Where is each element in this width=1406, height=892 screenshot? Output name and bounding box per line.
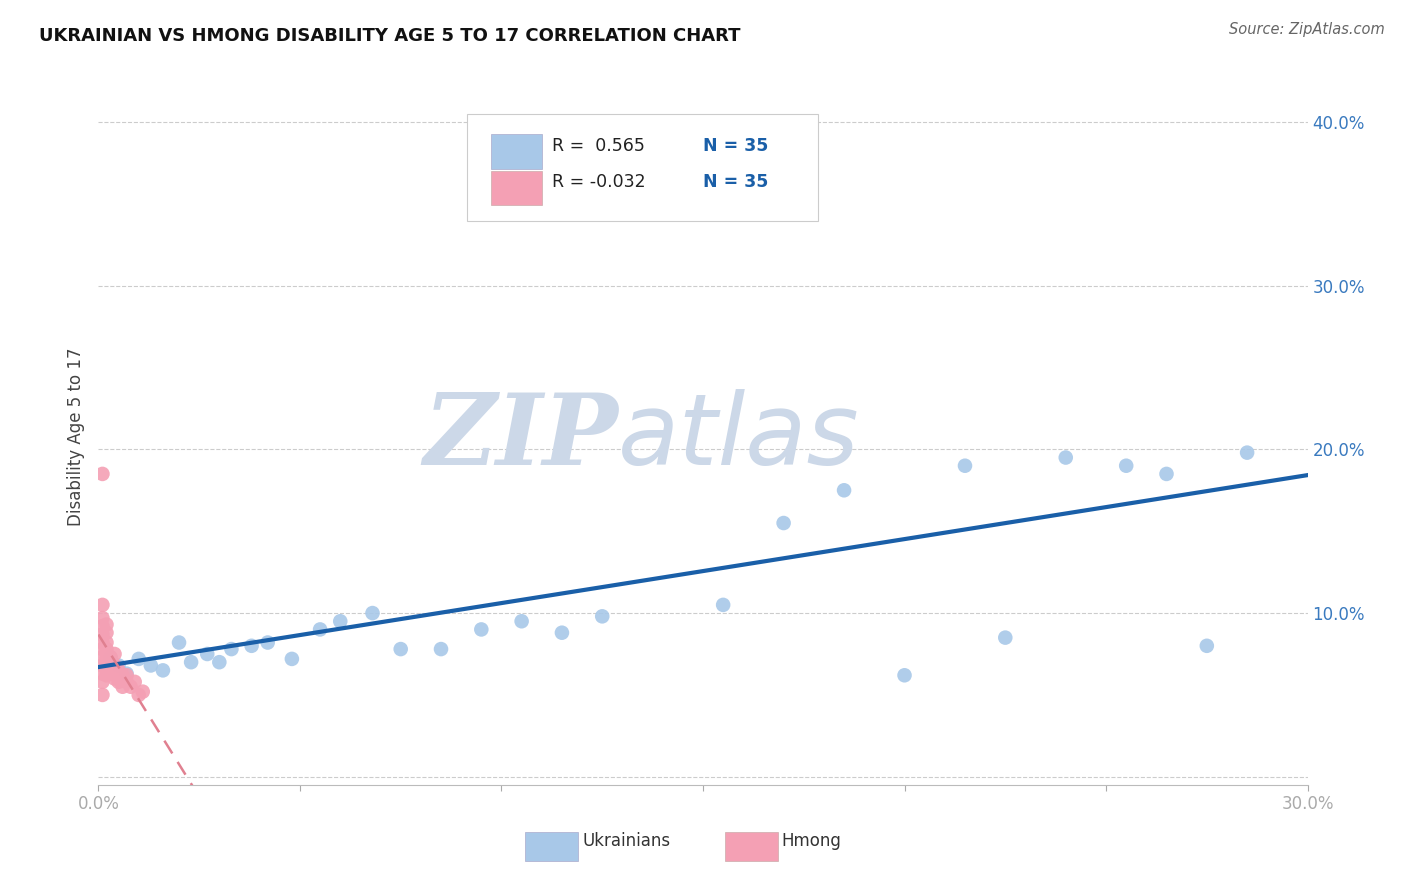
Text: UKRAINIAN VS HMONG DISABILITY AGE 5 TO 17 CORRELATION CHART: UKRAINIAN VS HMONG DISABILITY AGE 5 TO 1… xyxy=(39,27,741,45)
Point xyxy=(1156,467,1178,481)
Point xyxy=(96,660,118,674)
Point xyxy=(128,652,150,666)
Point xyxy=(470,623,492,637)
Point xyxy=(551,625,574,640)
Point xyxy=(329,614,352,628)
Point xyxy=(240,639,263,653)
FancyBboxPatch shape xyxy=(492,171,543,205)
Point xyxy=(994,631,1017,645)
Point xyxy=(221,642,243,657)
Text: ZIP: ZIP xyxy=(423,389,619,485)
Point xyxy=(91,635,114,649)
Point xyxy=(139,658,162,673)
Point xyxy=(115,666,138,681)
Point xyxy=(100,658,122,673)
Point xyxy=(91,688,114,702)
FancyBboxPatch shape xyxy=(467,113,818,221)
Point xyxy=(91,467,114,481)
Point xyxy=(96,668,118,682)
Point xyxy=(91,666,114,681)
Point xyxy=(510,614,533,628)
Point xyxy=(651,205,673,219)
Text: Source: ZipAtlas.com: Source: ZipAtlas.com xyxy=(1229,22,1385,37)
Point xyxy=(1236,445,1258,459)
Point xyxy=(361,606,384,620)
Point xyxy=(91,642,114,657)
Point xyxy=(103,647,125,661)
Point xyxy=(132,684,155,698)
Text: R = -0.032: R = -0.032 xyxy=(551,173,645,191)
FancyBboxPatch shape xyxy=(492,135,543,169)
Point xyxy=(96,642,118,657)
Point xyxy=(124,674,146,689)
Point xyxy=(893,668,915,682)
Text: N = 35: N = 35 xyxy=(703,173,768,191)
Point xyxy=(953,458,976,473)
Point xyxy=(96,652,118,666)
Point xyxy=(91,611,114,625)
Text: R =  0.565: R = 0.565 xyxy=(551,136,645,154)
Point xyxy=(115,674,138,689)
Point xyxy=(103,672,125,686)
Point xyxy=(107,674,129,689)
Point xyxy=(711,598,734,612)
Point xyxy=(100,666,122,681)
Point xyxy=(96,617,118,632)
Point xyxy=(100,650,122,665)
Point xyxy=(195,647,218,661)
Point xyxy=(111,668,134,682)
Point xyxy=(96,635,118,649)
Point xyxy=(128,688,150,702)
Point xyxy=(591,609,613,624)
Point xyxy=(1054,450,1077,465)
Point xyxy=(430,642,453,657)
Point xyxy=(111,680,134,694)
Point xyxy=(389,642,412,657)
Point xyxy=(167,635,190,649)
Point xyxy=(152,664,174,678)
Point xyxy=(180,655,202,669)
Point xyxy=(91,598,114,612)
Point xyxy=(309,623,332,637)
Point xyxy=(103,658,125,673)
FancyBboxPatch shape xyxy=(526,831,578,861)
Point xyxy=(100,650,122,665)
Point xyxy=(256,635,278,649)
Point xyxy=(208,655,231,669)
Point xyxy=(281,652,304,666)
Text: N = 35: N = 35 xyxy=(703,136,768,154)
Point xyxy=(91,658,114,673)
Point xyxy=(115,668,138,682)
Point xyxy=(91,619,114,633)
Point xyxy=(1115,458,1137,473)
Point xyxy=(91,650,114,665)
Text: Hmong: Hmong xyxy=(782,831,841,849)
Point xyxy=(120,680,142,694)
Point xyxy=(91,627,114,641)
Point xyxy=(772,516,794,530)
FancyBboxPatch shape xyxy=(724,831,778,861)
Point xyxy=(96,625,118,640)
Point xyxy=(107,658,129,673)
Point xyxy=(832,483,855,498)
Point xyxy=(1195,639,1218,653)
Text: Ukrainians: Ukrainians xyxy=(582,831,671,849)
Y-axis label: Disability Age 5 to 17: Disability Age 5 to 17 xyxy=(66,348,84,526)
Point xyxy=(107,664,129,678)
Text: atlas: atlas xyxy=(619,389,860,485)
Point xyxy=(91,674,114,689)
